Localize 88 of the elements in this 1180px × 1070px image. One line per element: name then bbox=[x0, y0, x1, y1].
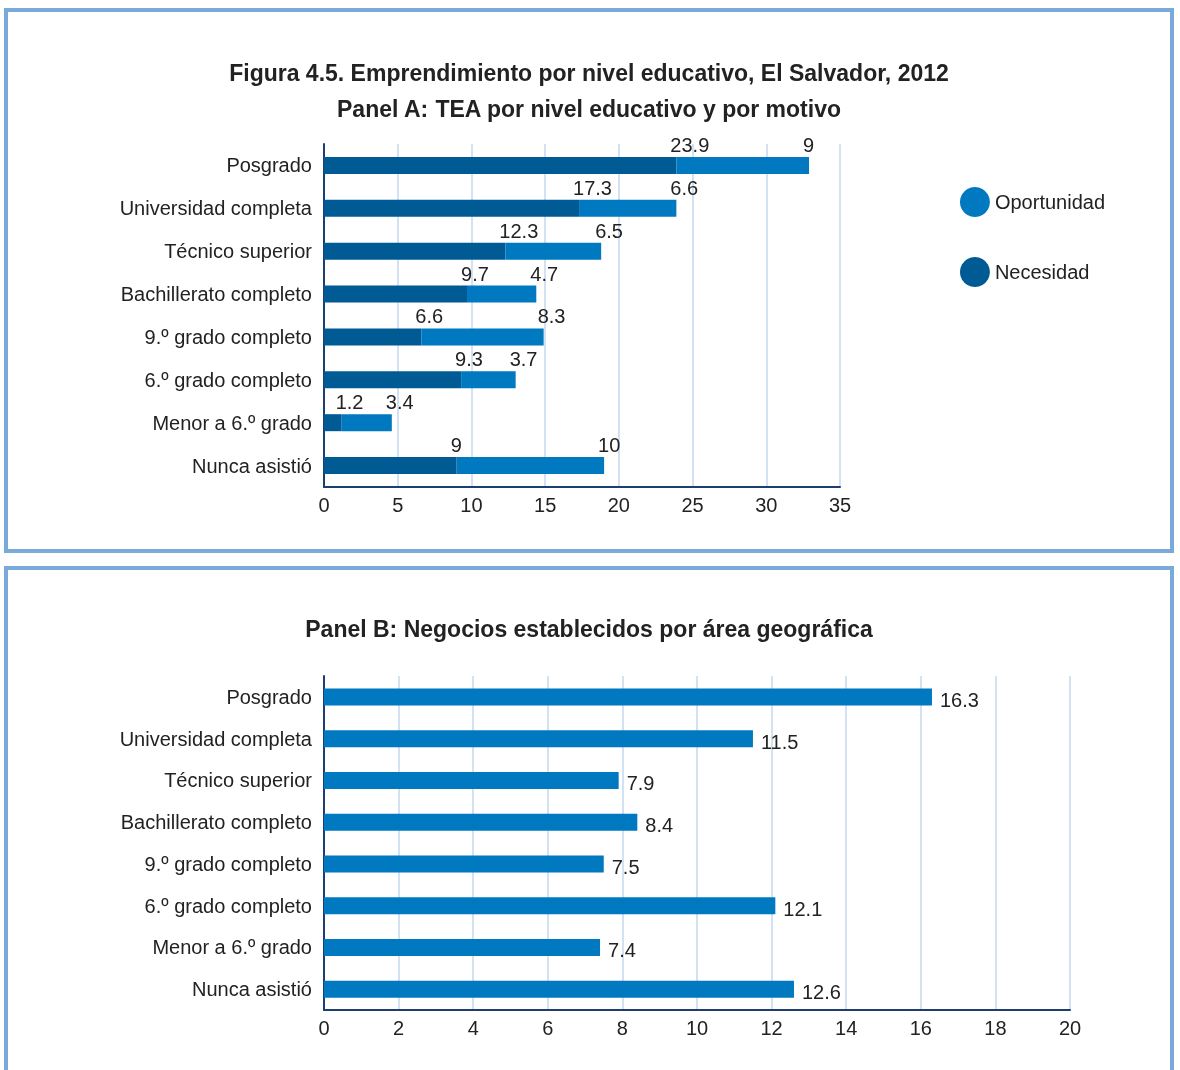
x-tick-label: 25 bbox=[681, 494, 704, 516]
bar bbox=[579, 199, 677, 217]
y-tick-label: Nunca asistió bbox=[191, 978, 312, 1001]
data-label: 1.2 bbox=[335, 391, 364, 414]
x-tick-label: 18 bbox=[984, 1017, 1007, 1039]
bar bbox=[324, 371, 462, 389]
x-tick-label: 14 bbox=[835, 1017, 858, 1039]
data-label: 16.3 bbox=[939, 688, 979, 711]
bar bbox=[324, 771, 619, 789]
bar bbox=[467, 285, 537, 303]
data-label: 9.7 bbox=[461, 262, 489, 285]
bar bbox=[676, 156, 810, 174]
data-label: 6.5 bbox=[595, 219, 623, 242]
data-label: 12.3 bbox=[499, 219, 539, 242]
data-label: 12.1 bbox=[783, 897, 823, 920]
bar bbox=[324, 980, 794, 998]
x-tick-label: 0 bbox=[318, 494, 330, 516]
chart-subtitle: Panel B: Negocios establecidos por área geográfica bbox=[305, 615, 873, 642]
data-label: 7.9 bbox=[626, 772, 655, 795]
x-tick-label: 16 bbox=[909, 1017, 932, 1039]
data-label: 8.3 bbox=[537, 305, 566, 328]
y-tick-label: 6.º grado completo bbox=[144, 368, 312, 391]
legend-label: Oportunidad bbox=[994, 191, 1105, 213]
bar bbox=[324, 414, 342, 432]
x-tick-label: 4 bbox=[467, 1017, 479, 1039]
bar bbox=[324, 285, 468, 303]
bar bbox=[324, 156, 677, 174]
data-label: 10 bbox=[598, 434, 621, 457]
y-tick-label: Bachillerato completo bbox=[120, 811, 312, 834]
data-label: 9 bbox=[450, 434, 462, 457]
y-tick-label: Menor a 6.º grado bbox=[152, 936, 312, 959]
bar bbox=[324, 855, 604, 873]
bar bbox=[324, 199, 580, 217]
chart-title: Figura 4.5. Emprendimiento por nivel educativo, El Salvador, 2012 bbox=[229, 59, 949, 86]
bar bbox=[421, 328, 544, 346]
bar bbox=[324, 813, 638, 831]
x-tick-label: 15 bbox=[534, 494, 557, 516]
bar bbox=[324, 730, 753, 748]
y-tick-label: Técnico superior bbox=[164, 769, 313, 792]
x-tick-label: 20 bbox=[607, 494, 630, 516]
data-label: 6.6 bbox=[670, 176, 699, 199]
bar bbox=[324, 938, 601, 956]
x-tick-label: 2 bbox=[393, 1017, 405, 1039]
data-label: 3.7 bbox=[509, 348, 538, 371]
data-label: 12.6 bbox=[801, 981, 841, 1004]
data-label: 17.3 bbox=[573, 176, 612, 199]
data-label: 3.4 bbox=[385, 391, 414, 414]
y-tick-label: 6.º grado completo bbox=[144, 894, 312, 917]
bar bbox=[461, 371, 516, 389]
x-tick-label: 35 bbox=[828, 494, 852, 516]
data-label: 9.3 bbox=[455, 348, 483, 371]
y-tick-label: 9.º grado completo bbox=[144, 325, 312, 348]
bar bbox=[505, 242, 602, 260]
bar bbox=[324, 328, 422, 346]
y-tick-label: Universidad completa bbox=[119, 197, 313, 220]
x-tick-label: 8 bbox=[616, 1017, 628, 1039]
y-tick-label: Técnico superior bbox=[164, 240, 313, 263]
bar bbox=[324, 457, 457, 475]
y-tick-label: Nunca asistió bbox=[191, 454, 312, 477]
y-tick-label: Posgrado bbox=[226, 154, 312, 177]
data-label: 11.5 bbox=[760, 730, 799, 753]
bar bbox=[341, 414, 392, 432]
x-tick-label: 30 bbox=[755, 494, 778, 516]
data-label: 7.4 bbox=[608, 939, 636, 962]
x-tick-label: 10 bbox=[685, 1017, 709, 1039]
x-tick-label: 10 bbox=[460, 494, 483, 516]
data-label: 23.9 bbox=[670, 133, 710, 156]
x-tick-label: 6 bbox=[542, 1017, 554, 1039]
chart-subtitle: Panel A: TEA por nivel educativo y por motivo bbox=[337, 95, 841, 122]
bar bbox=[324, 242, 506, 260]
y-tick-label: 9.º grado completo bbox=[144, 852, 312, 875]
y-tick-label: Menor a 6.º grado bbox=[152, 411, 312, 434]
y-tick-label: Bachillerato completo bbox=[120, 283, 312, 306]
x-tick-label: 12 bbox=[760, 1017, 783, 1039]
y-tick-label: Universidad completa bbox=[119, 727, 313, 750]
bar bbox=[456, 457, 605, 475]
x-tick-label: 0 bbox=[318, 1017, 330, 1039]
data-label: 8.4 bbox=[645, 814, 674, 837]
bar bbox=[324, 688, 932, 706]
x-tick-label: 20 bbox=[1058, 1017, 1082, 1039]
data-label: 4.7 bbox=[530, 262, 559, 285]
y-tick-label: Posgrado bbox=[226, 685, 312, 708]
data-label: 9 bbox=[803, 133, 815, 156]
x-tick-label: 5 bbox=[392, 494, 404, 516]
data-label: 6.6 bbox=[415, 305, 444, 328]
bar bbox=[324, 897, 776, 915]
legend-label: Necesidad bbox=[994, 261, 1090, 283]
data-label: 7.5 bbox=[611, 855, 640, 878]
